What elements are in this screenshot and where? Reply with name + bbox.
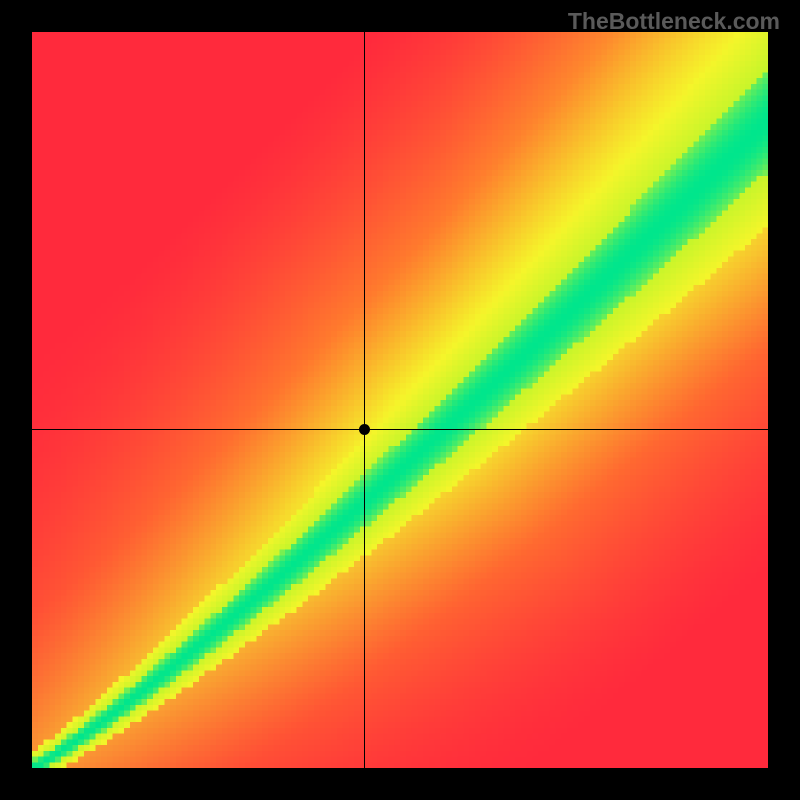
bottleneck-heatmap [32,32,768,768]
chart-container: { "watermark": { "text": "TheBottleneck.… [0,0,800,800]
crosshair-horizontal [32,429,768,430]
watermark-text: TheBottleneck.com [568,8,780,35]
crosshair-vertical [364,32,365,768]
